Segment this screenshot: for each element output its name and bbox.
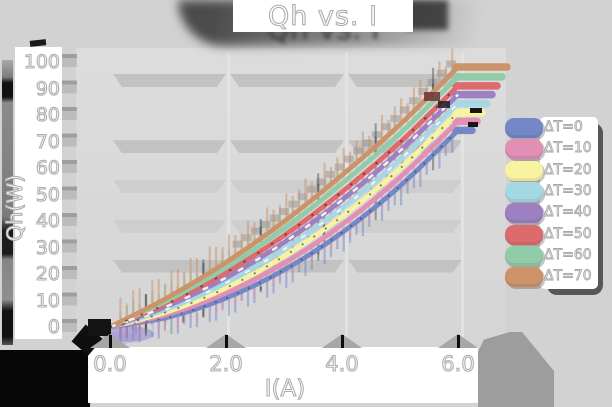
curve-ΔT=10 — [107, 118, 461, 330]
legend-label: ΔT=10 — [544, 140, 593, 157]
x-tick-mark — [457, 335, 460, 348]
legend-swatch — [505, 203, 543, 224]
shadow-speck — [468, 122, 478, 127]
legend-label: ΔT=30 — [544, 182, 593, 199]
x-tick-mark — [109, 335, 112, 348]
origin-marker — [88, 319, 111, 336]
gridline-band — [113, 74, 226, 88]
y-tick-label: 30 — [35, 236, 60, 259]
legend-swatch — [505, 181, 543, 202]
curve-ΔT=50 — [107, 83, 461, 330]
legend-label: ΔT=40 — [544, 204, 593, 221]
y-tick-label: 40 — [35, 210, 60, 232]
curve-ΔT=60 — [107, 74, 461, 330]
y-tick-label: 90 — [35, 77, 60, 100]
legend-label: ΔT=60 — [544, 246, 593, 263]
legend-swatch — [505, 139, 543, 160]
shadow-speck — [438, 101, 450, 108]
y-tick-label: 20 — [35, 263, 60, 285]
y-axis-tick-shadows — [62, 54, 77, 340]
y-tick-label: 0 — [47, 316, 60, 338]
curve-ΔT=70 — [107, 64, 461, 330]
gridline-band — [230, 74, 344, 88]
curve-ΔT=0 — [107, 127, 461, 330]
y-tick-label: 100 — [23, 51, 60, 73]
legend-label: ΔT=20 — [544, 161, 593, 178]
title-panel: Qh vs. I — [233, 0, 413, 33]
gridline-band — [113, 140, 226, 154]
left-edge-shadow — [2, 60, 13, 345]
gridline-band — [230, 140, 344, 154]
x-axis-panel — [88, 347, 478, 403]
x-tick-mark — [341, 335, 344, 348]
bottom-left-shadow-block — [0, 350, 90, 407]
y-axis-panel — [15, 47, 62, 339]
y-tick-label: 60 — [35, 157, 60, 179]
legend-swatch — [505, 118, 543, 138]
vertical-gridline — [227, 52, 230, 346]
legend-label: ΔT=70 — [544, 268, 593, 285]
vertical-gridline — [461, 52, 464, 346]
legend-swatch — [505, 245, 543, 266]
legend-swatch — [505, 160, 543, 181]
gridline-band — [348, 219, 462, 233]
legend-label: ΔT=50 — [544, 225, 593, 242]
y-tick-label: 80 — [35, 104, 60, 126]
y-tick-label: 10 — [35, 289, 60, 312]
gridline-band — [348, 259, 462, 273]
x-tick-label: 6.0 — [441, 351, 476, 376]
x-tick-mark — [225, 335, 228, 348]
y-tick-label: 70 — [35, 130, 60, 153]
x-tick-label: 4.0 — [325, 351, 360, 376]
legend-swatch — [505, 267, 543, 288]
y-tick-label: 50 — [35, 183, 60, 206]
legend-panel — [540, 117, 598, 289]
chart-title: Qh vs. I — [267, 0, 379, 32]
shadow-speck — [470, 108, 482, 113]
legend-label: ΔT=0 — [544, 119, 584, 135]
gridline-band — [113, 219, 226, 233]
x-tick-label: 2.0 — [209, 351, 244, 376]
gridline-band — [113, 180, 226, 194]
title-shadow-wedge — [406, 0, 448, 30]
x-axis-label: I(A) — [264, 375, 306, 402]
curve-ΔT=20 — [107, 110, 461, 330]
x-tick-label: 0.0 — [93, 351, 128, 376]
shadow-speck — [424, 92, 440, 101]
legend-swatch — [505, 224, 543, 245]
